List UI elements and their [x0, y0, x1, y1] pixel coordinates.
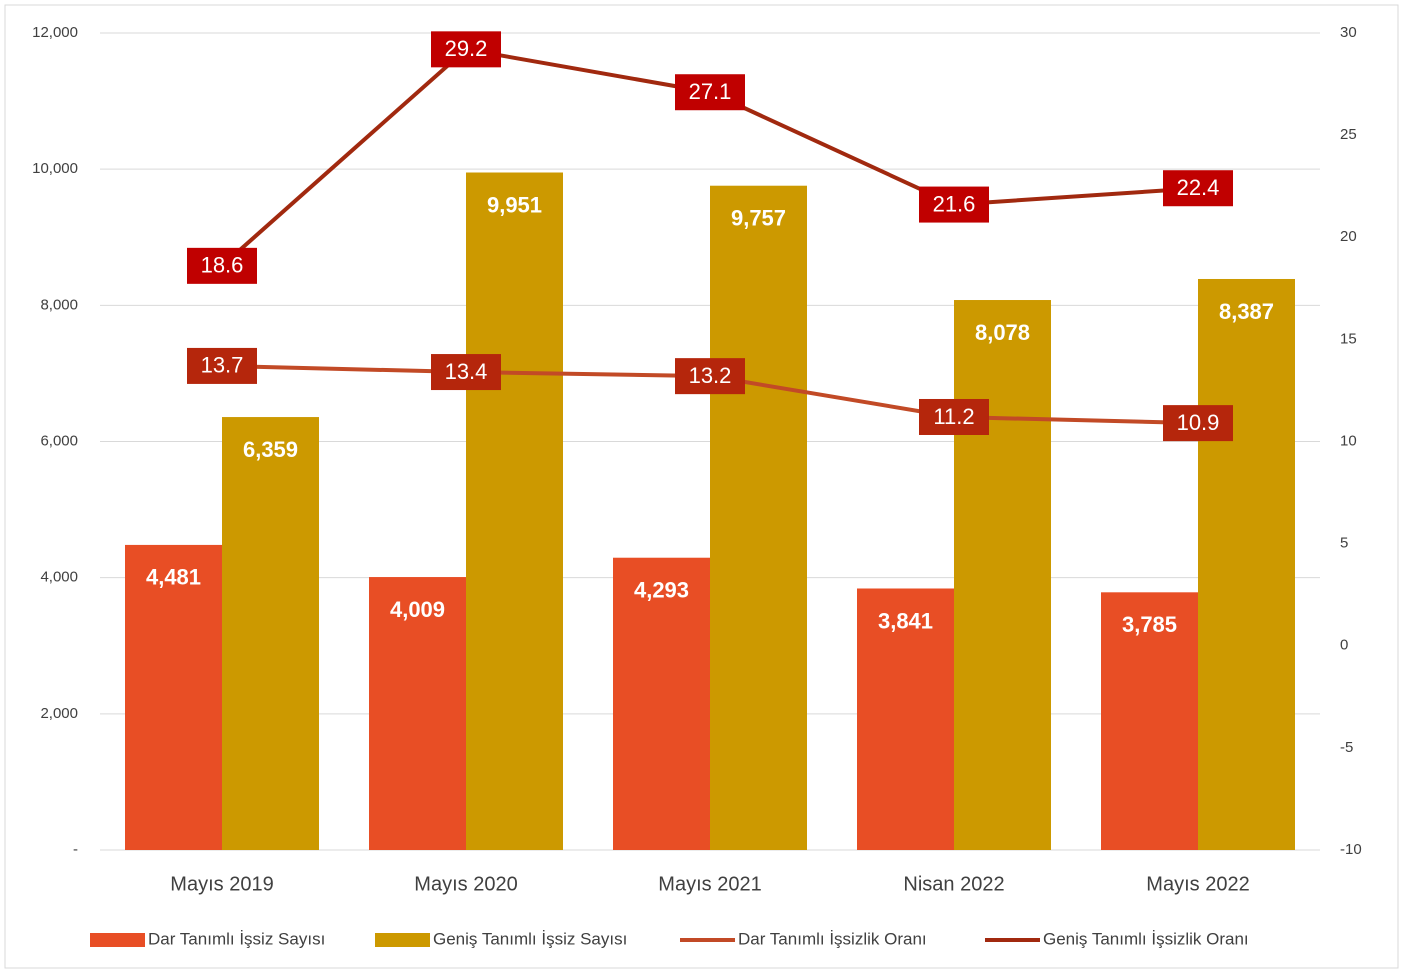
legend-label: Geniş Tanımlı İşsizlik Oranı — [1043, 929, 1249, 948]
bar — [613, 557, 710, 850]
bar-value-label: 9,757 — [731, 206, 786, 231]
line-value-label: 11.2 — [933, 404, 974, 429]
y-tick-label: 4,000 — [40, 569, 78, 586]
bar-value-label: 8,387 — [1219, 299, 1274, 324]
line-label-box — [919, 398, 989, 435]
y-tick-label: - — [73, 841, 78, 858]
line-value-label: 13.4 — [445, 359, 488, 384]
y-tick-label: 10,000 — [32, 160, 78, 177]
line-label-box — [1163, 170, 1233, 207]
line-value-label: 29.2 — [445, 36, 488, 61]
bar — [125, 544, 222, 850]
legend-swatch — [90, 933, 145, 947]
legend-label: Geniş Tanımlı İşsiz Sayısı — [433, 929, 627, 948]
bar — [369, 577, 466, 850]
y-tick-label: 12,000 — [32, 24, 78, 41]
line-label-box — [1163, 405, 1233, 442]
x-tick-label: Nisan 2022 — [903, 873, 1004, 895]
line-value-label: 22.4 — [1177, 175, 1220, 200]
line-label-box — [187, 347, 257, 384]
y2-tick-label: 20 — [1340, 228, 1357, 245]
y2-tick-label: 15 — [1340, 330, 1357, 347]
legend-swatch — [375, 933, 430, 947]
y2-tick-label: 30 — [1340, 24, 1357, 41]
line-value-label: 18.6 — [201, 253, 244, 278]
legend-label: Dar Tanımlı İşsiz Sayısı — [148, 929, 325, 948]
line-value-label: 13.7 — [201, 353, 244, 378]
line-label-box — [431, 31, 501, 68]
line-value-label: 27.1 — [689, 79, 732, 104]
y2-tick-label: 0 — [1340, 637, 1348, 654]
x-tick-label: Mayıs 2022 — [1146, 873, 1249, 895]
bar-value-label: 4,293 — [634, 578, 689, 603]
line-value-label: 13.2 — [689, 363, 732, 388]
bar-value-label: 4,009 — [390, 597, 445, 622]
bar — [222, 417, 319, 850]
line-label-box — [919, 186, 989, 223]
y2-tick-label: 25 — [1340, 126, 1357, 143]
line-label-box — [675, 74, 745, 111]
y2-tick-label: -5 — [1340, 739, 1353, 756]
bar — [710, 185, 807, 850]
bar-value-label: 6,359 — [243, 437, 298, 462]
bar — [1198, 278, 1295, 850]
bar — [954, 300, 1051, 850]
bar-value-label: 3,841 — [878, 608, 933, 633]
y2-tick-label: -10 — [1340, 841, 1362, 858]
line-label-box — [675, 358, 745, 395]
y-tick-label: 8,000 — [40, 296, 78, 313]
line-label-box — [187, 247, 257, 284]
x-tick-label: Mayıs 2019 — [170, 873, 273, 895]
bar-value-label: 9,951 — [487, 192, 542, 217]
bar-value-label: 4,481 — [146, 565, 201, 590]
x-tick-label: Mayıs 2021 — [658, 873, 761, 895]
y2-tick-label: 10 — [1340, 432, 1357, 449]
bar — [1101, 592, 1198, 850]
bar — [466, 172, 563, 850]
line-label-box — [431, 354, 501, 391]
y-tick-label: 2,000 — [40, 705, 78, 722]
y2-tick-label: 5 — [1340, 535, 1348, 552]
bar-value-label: 3,785 — [1122, 612, 1177, 637]
bar — [857, 588, 954, 850]
bar-value-label: 8,078 — [975, 320, 1030, 345]
line-value-label: 21.6 — [933, 191, 976, 216]
x-tick-label: Mayıs 2020 — [414, 873, 517, 895]
y-tick-label: 6,000 — [40, 432, 78, 449]
line-value-label: 10.9 — [1177, 410, 1220, 435]
legend-label: Dar Tanımlı İşsizlik Oranı — [738, 929, 927, 948]
